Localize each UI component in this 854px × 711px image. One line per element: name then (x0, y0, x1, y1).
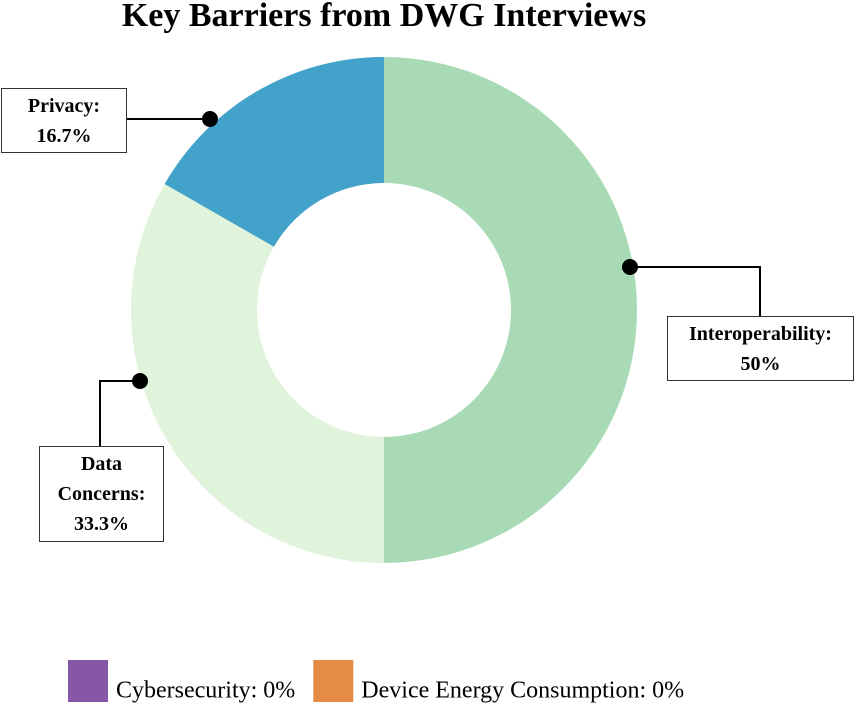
leader-line (99, 380, 140, 446)
legend-label: Cybersecurity: 0% (116, 678, 295, 704)
legend-label: Device Energy Consumption: 0% (361, 678, 684, 704)
donut-slice (384, 57, 637, 563)
leader-dot (202, 111, 218, 127)
leader-dot (132, 373, 148, 389)
leader-dot (622, 259, 638, 275)
callout-label: Interoperability: 50% (667, 316, 854, 381)
chart-title: Key Barriers from DWG Interviews (122, 0, 646, 34)
legend-swatch (68, 660, 108, 702)
donut-slice (130, 183, 384, 563)
leader-line (630, 266, 761, 316)
donut-slice (164, 56, 384, 247)
callout-label: Data Concerns: 33.3% (39, 446, 164, 542)
legend-swatch (313, 660, 354, 702)
callout-label: Privacy: 16.7% (1, 88, 127, 153)
